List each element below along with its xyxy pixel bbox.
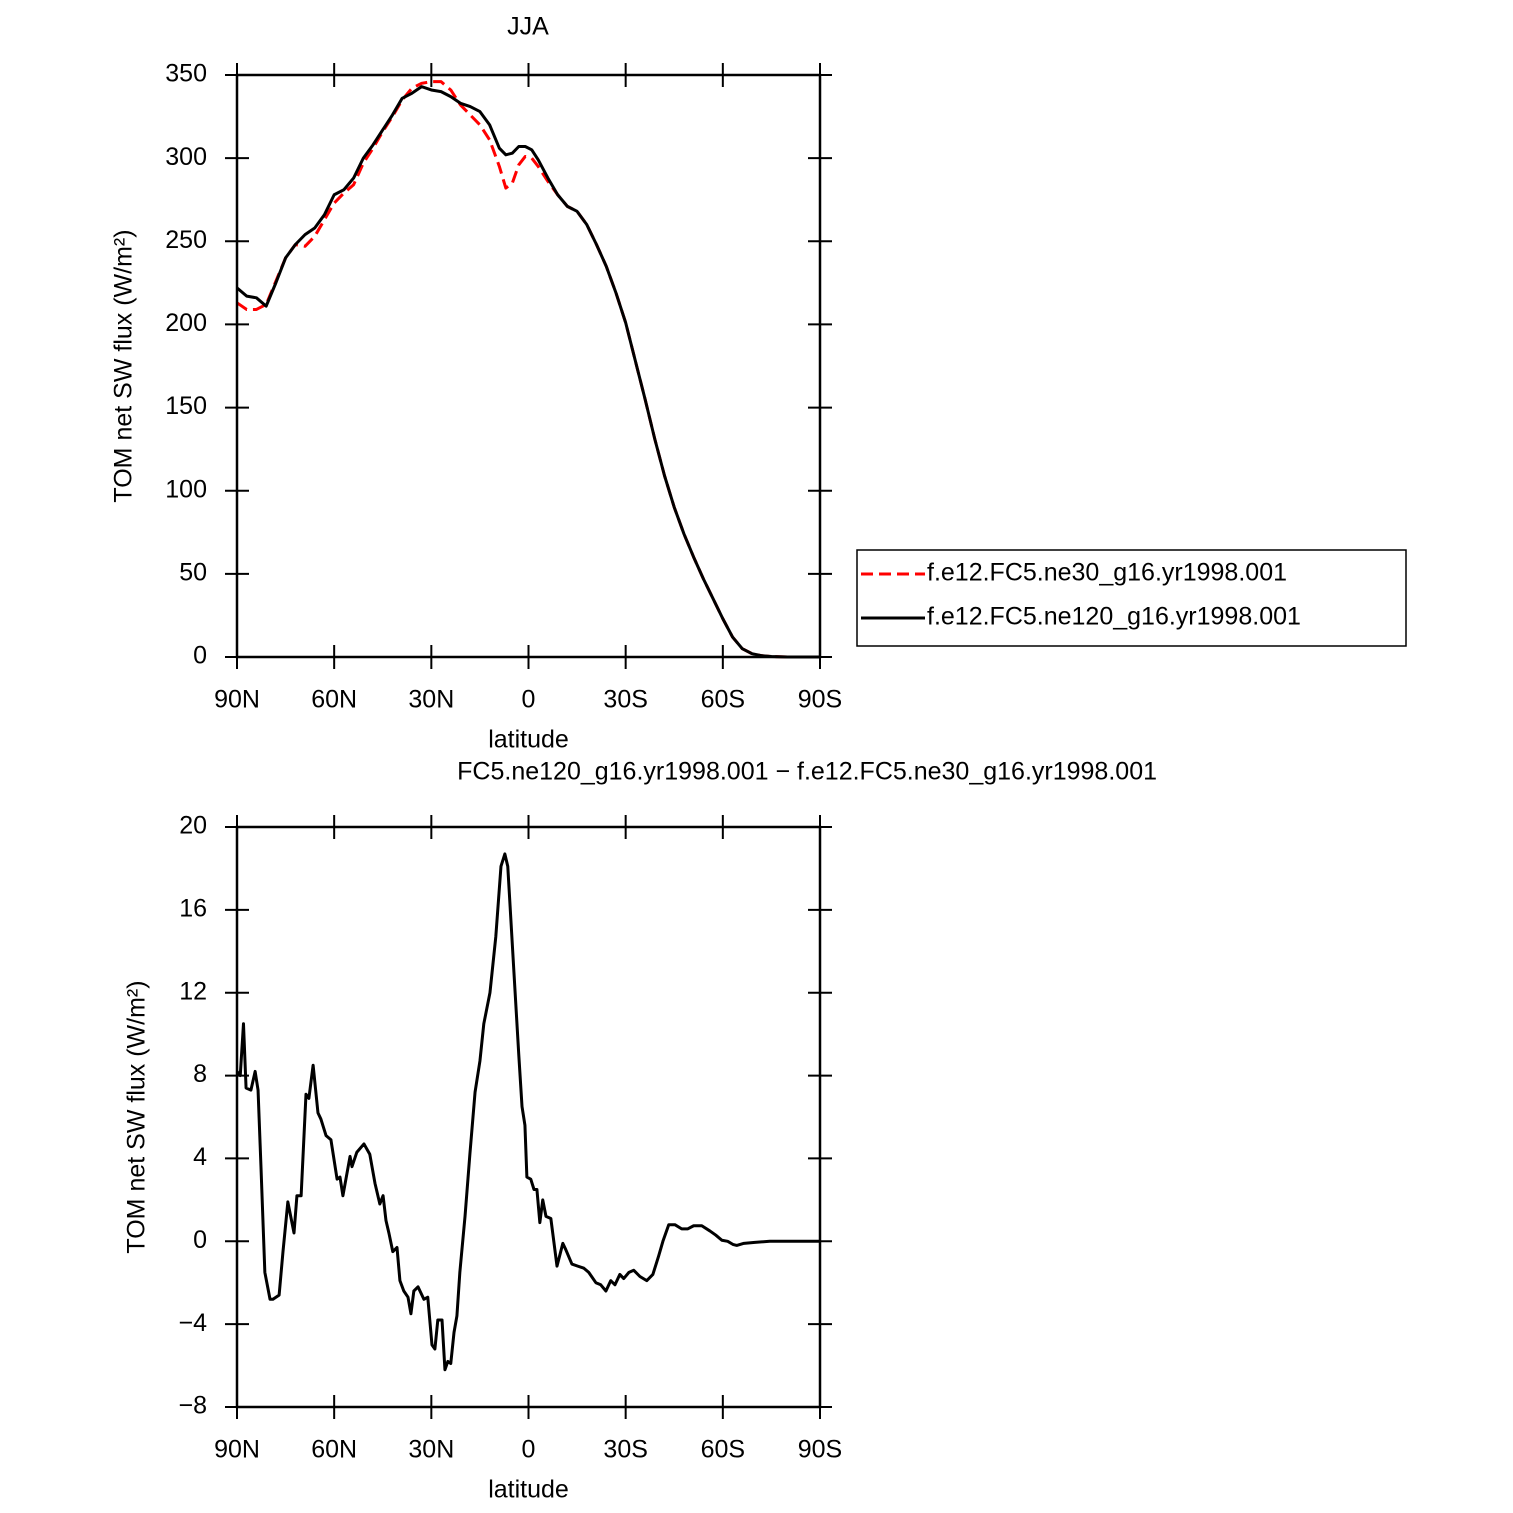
- x-tick-label: 60S: [701, 686, 745, 714]
- y-tick-label: 200: [165, 309, 207, 337]
- y-tick-label: 12: [179, 977, 207, 1005]
- x-tick-label: 30N: [408, 686, 454, 714]
- x-axis-label: latitude: [488, 1476, 569, 1504]
- series-line: [236, 85, 820, 659]
- chart-title: FC5.ne120_g16.yr1998.001 − f.e12.FC5.ne3…: [457, 758, 1157, 786]
- x-tick-label: 0: [522, 686, 536, 714]
- x-tick-label: 30N: [408, 1436, 454, 1464]
- plot-frame: [235, 825, 822, 1409]
- y-tick-label: 150: [165, 392, 207, 420]
- x-tick-label: 30S: [603, 1436, 647, 1464]
- y-tick-label: 0: [193, 642, 207, 670]
- y-tick-label: 50: [179, 558, 207, 586]
- chart-title: JJA: [507, 13, 549, 41]
- x-tick-label: 90S: [798, 1436, 842, 1464]
- series-line: [236, 80, 820, 659]
- y-tick-label: 300: [165, 143, 207, 171]
- x-tick-label: 60N: [311, 686, 357, 714]
- x-tick-label: 90N: [214, 686, 260, 714]
- x-tick-label: 60S: [701, 1436, 745, 1464]
- y-axis-label: TOM net SW flux (W/m²): [110, 229, 138, 502]
- legend-box: [856, 549, 1407, 647]
- y-tick-label: 350: [165, 60, 207, 88]
- y-tick-label: 20: [179, 812, 207, 840]
- y-tick-label: 16: [179, 894, 207, 922]
- plot-frame: [235, 73, 822, 659]
- series-line: [235, 852, 820, 1372]
- x-tick-label: 90N: [214, 1436, 260, 1464]
- y-tick-label: 0: [193, 1226, 207, 1254]
- y-tick-label: 100: [165, 475, 207, 503]
- x-axis-label: latitude: [488, 726, 569, 754]
- legend-label: f.e12.FC5.ne120_g16.yr1998.001: [927, 603, 1301, 631]
- x-tick-label: 90S: [798, 686, 842, 714]
- y-tick-label: 250: [165, 226, 207, 254]
- y-tick-label: −8: [178, 1392, 207, 1420]
- y-axis-label: TOM net SW flux (W/m²): [123, 980, 151, 1253]
- x-tick-label: 60N: [311, 1436, 357, 1464]
- x-tick-label: 0: [522, 1436, 536, 1464]
- y-tick-label: 4: [193, 1143, 207, 1171]
- x-tick-label: 30S: [603, 686, 647, 714]
- legend-label: f.e12.FC5.ne30_g16.yr1998.001: [927, 559, 1287, 587]
- y-tick-label: −4: [178, 1309, 207, 1337]
- y-tick-label: 8: [193, 1060, 207, 1088]
